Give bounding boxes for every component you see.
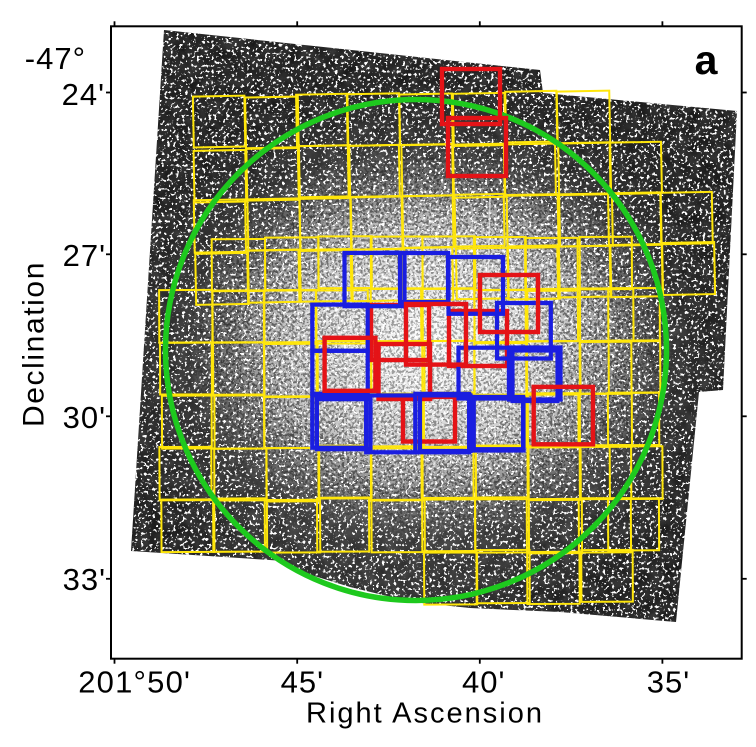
svg-text:30': 30' xyxy=(63,400,106,435)
svg-text:33': 33' xyxy=(63,562,106,597)
svg-text:201°50': 201°50' xyxy=(78,665,191,700)
svg-text:24': 24' xyxy=(62,77,105,112)
svg-text:a: a xyxy=(695,37,719,83)
svg-text:45': 45' xyxy=(281,665,324,700)
svg-text:-47°: -47° xyxy=(25,41,86,76)
svg-text:27': 27' xyxy=(63,238,106,273)
svg-text:Declination: Declination xyxy=(18,261,51,427)
svg-text:35': 35' xyxy=(647,665,690,700)
svg-text:40': 40' xyxy=(462,665,505,700)
svg-text:Right Ascension: Right Ascension xyxy=(306,698,544,730)
